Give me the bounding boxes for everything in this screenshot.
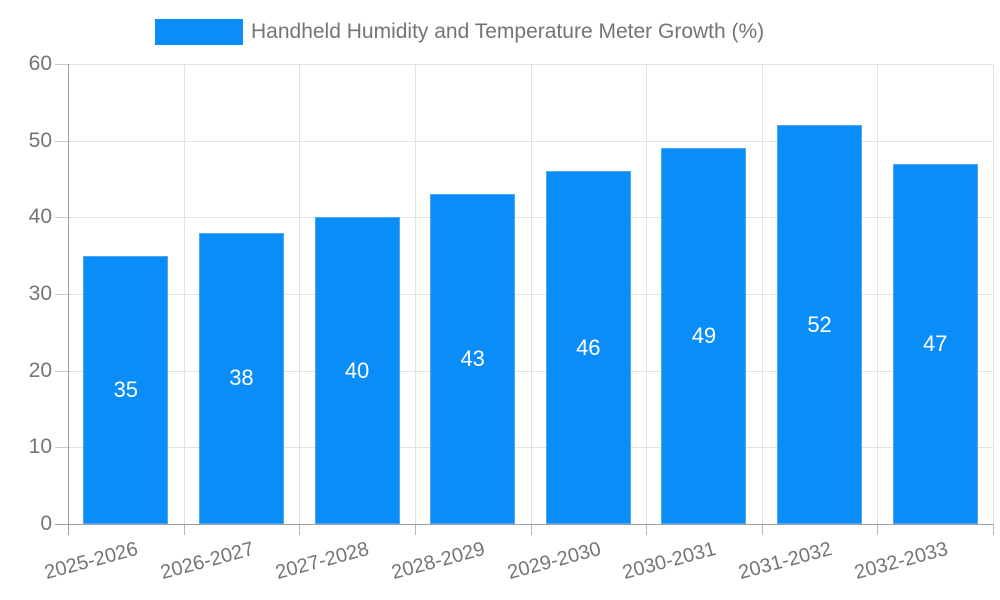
bar[interactable] [314,217,400,524]
y-axis-tick [55,64,68,65]
x-axis-tick [299,524,301,535]
x-axis-line [55,524,993,525]
x-axis-label: 2026-2027 [158,538,257,585]
x-axis-label: 2031-2032 [736,538,835,585]
bar-value-label: 49 [691,323,717,349]
x-axis-label: 2028-2029 [389,538,488,585]
x-axis-tick [414,524,416,535]
gridline-vertical [299,64,301,524]
legend-label: Handheld Humidity and Temperature Meter … [251,20,765,43]
gridline-vertical [761,64,763,524]
y-axis-label: 30 [28,282,52,305]
x-axis-tick [761,524,763,535]
bar[interactable] [777,125,863,524]
y-axis-label: 20 [28,358,52,382]
bar[interactable] [545,171,631,524]
gridline-vertical [414,64,416,524]
bar[interactable] [198,232,284,524]
x-axis-tick [993,524,994,535]
x-axis-tick [530,524,532,535]
y-axis-line [68,64,69,535]
bar[interactable] [661,148,747,524]
x-axis-label: 2027-2028 [273,538,372,585]
x-axis-label: 2029-2030 [504,538,604,585]
x-axis-tick [183,524,185,535]
x-axis-label: 2030-2031 [620,538,719,585]
bar[interactable] [892,163,978,524]
y-axis-tick [55,370,68,372]
bar[interactable] [83,255,169,524]
bar-value-label: 35 [113,376,139,402]
y-axis-label: 0 [40,512,52,535]
bar-value-label: 46 [576,334,601,360]
x-axis-tick [877,524,879,535]
gridline-vertical [183,64,185,524]
gridline-vertical [993,64,994,524]
chart-legend[interactable]: Handheld Humidity and Temperature Meter … [155,17,764,47]
x-axis-tick [646,524,648,535]
y-axis-label: 60 [28,52,52,75]
x-axis-label: 2025-2026 [42,538,141,585]
bar-value-label: 52 [807,311,832,337]
y-axis-tick [55,140,68,142]
y-axis-tick [55,447,68,449]
bar-value-label: 38 [229,365,254,391]
y-axis-label: 10 [28,435,52,459]
bar-value-label: 43 [460,346,485,372]
legend-swatch[interactable] [155,19,243,45]
bar-value-label: 47 [922,330,948,356]
y-axis-tick [55,294,68,295]
gridline-vertical [530,64,532,524]
y-axis-label: 40 [28,205,52,229]
y-axis-label: 50 [28,128,52,152]
gridline-vertical [877,64,879,524]
x-axis-label: 2032-2033 [851,538,950,585]
bar-value-label: 40 [344,357,370,383]
y-axis-tick [55,217,68,219]
gridline-vertical [646,64,648,524]
bar[interactable] [430,194,516,524]
